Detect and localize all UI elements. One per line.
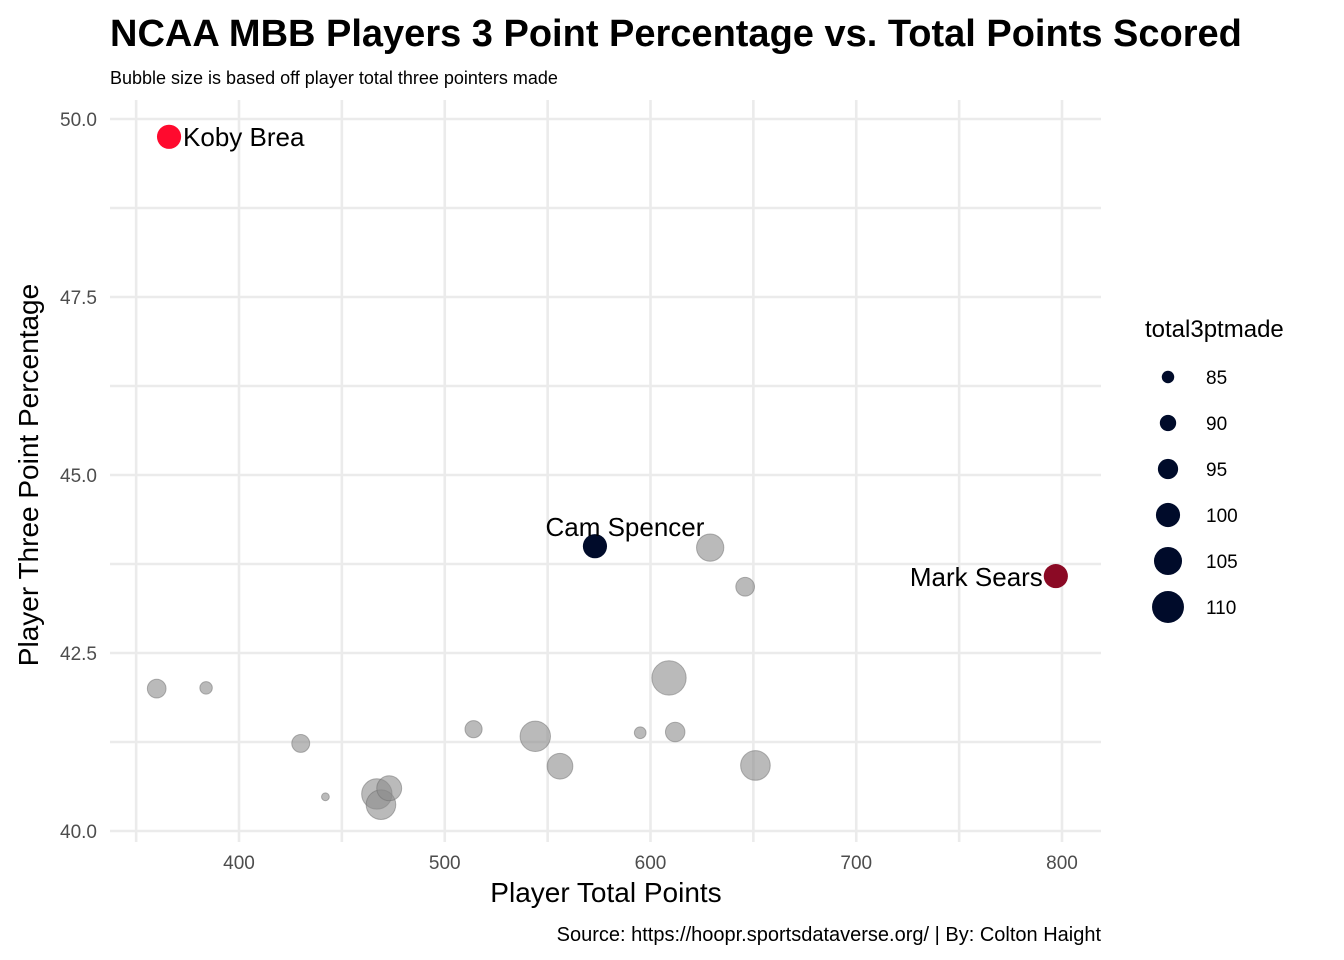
y-axis-title: Player Three Point Percentage [13,284,44,666]
scatter-point [664,721,686,743]
legend-label: 100 [1206,506,1238,527]
highlighted-point [1043,564,1068,589]
y-tick-label: 50.0 [60,110,97,131]
player-label: Cam Spencer [545,512,704,542]
legend-key [1159,414,1177,432]
scatter-point [199,681,213,695]
legend-key [1155,502,1181,528]
grid-lines [110,100,1101,842]
y-tick-label: 40.0 [60,822,97,843]
x-tick-label: 500 [429,853,461,874]
x-tick-label: 600 [635,853,667,874]
scatter-point [735,576,755,597]
scatter-point [651,660,687,696]
legend-key [1161,370,1175,384]
axis-ticks: 400 500 600 700 800 40.0 42.5 45.0 47.5 50.0 [60,110,1078,874]
player-labels: Koby Brea Cam Spencer Mark Sears [183,122,1043,592]
legend-key [1152,591,1184,623]
scatter-point [633,726,647,740]
legend-title: total3ptmade [1145,316,1284,343]
highlighted-point [156,124,182,149]
legend-key [1153,546,1183,576]
scatter-point [519,720,551,753]
legend-label: 105 [1206,552,1238,573]
scatter-point [696,533,725,562]
scatter-point [376,775,403,802]
x-axis-title: Player Total Points [490,877,721,908]
scatter-point [291,733,311,753]
chart-caption: Source: https://hoopr.sportsdataverse.or… [557,924,1102,946]
player-label: Koby Brea [183,122,305,152]
scatter-point [146,678,167,699]
scatter-point [546,752,574,780]
scatter-point [464,720,483,739]
y-tick-label: 45.0 [60,466,97,487]
other-players-points [146,533,771,820]
scatter-point [740,750,771,781]
y-tick-label: 42.5 [60,644,97,665]
legend-label: 110 [1206,598,1236,619]
chart-subtitle: Bubble size is based off player total th… [110,68,558,88]
scatter-point [321,792,330,802]
legend-label: 90 [1206,414,1227,435]
x-tick-label: 800 [1046,853,1078,874]
highlighted-players-points [156,124,1068,589]
y-tick-label: 47.5 [60,288,97,309]
player-label: Mark Sears [910,562,1043,592]
size-legend: total3ptmade 85 90 95 100 105 110 [1145,316,1284,623]
legend-label: 95 [1206,460,1227,481]
chart-title: NCAA MBB Players 3 Point Percentage vs. … [110,13,1242,55]
x-tick-label: 400 [223,853,255,874]
x-tick-label: 700 [840,853,872,874]
highlighted-point [582,534,608,559]
legend-key [1157,458,1179,480]
legend-label: 85 [1206,368,1227,389]
